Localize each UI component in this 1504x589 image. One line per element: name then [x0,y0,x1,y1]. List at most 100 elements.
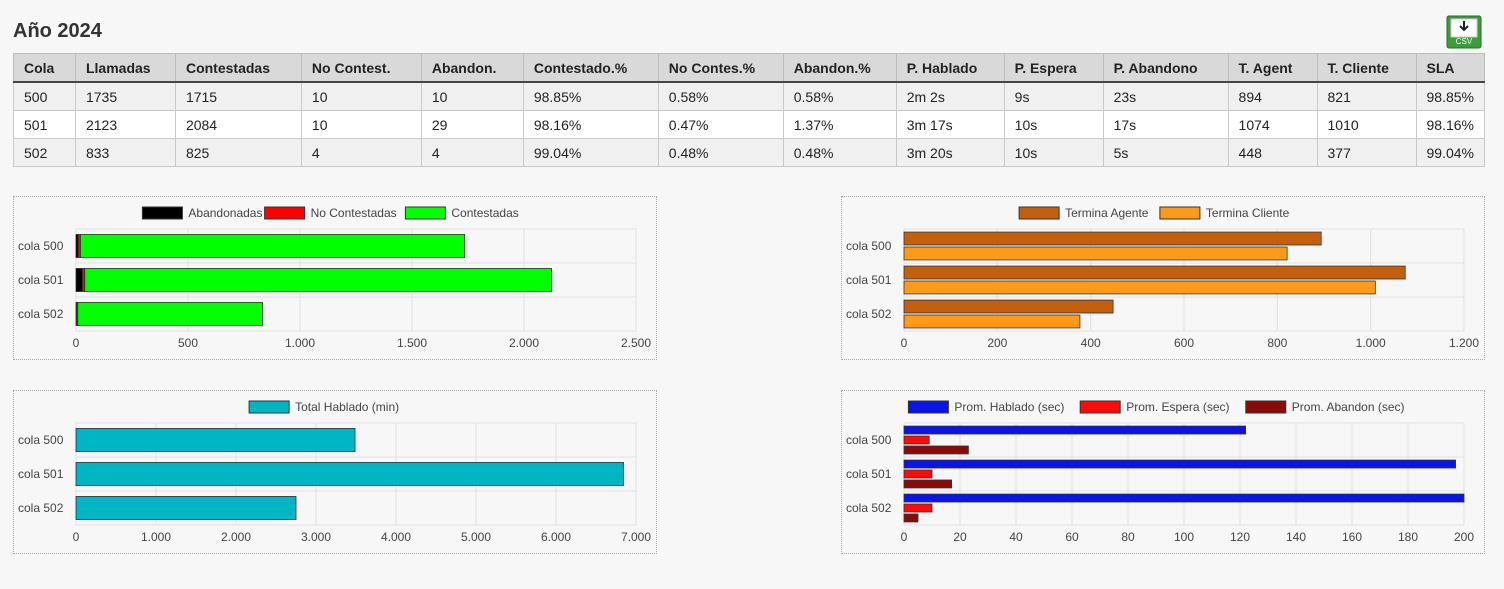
x-tick-label: 60 [1065,530,1079,544]
bar-contestadas[interactable] [84,268,552,292]
x-tick-label: 200 [987,336,1007,350]
legend-swatch [907,400,949,414]
bar-termina-agente[interactable] [903,231,1322,246]
bar-prom-espera-sec-[interactable] [903,503,933,513]
chart-legend: Termina Agente Termina Cliente [1018,206,1290,220]
x-tick-label: 1.000 [1356,336,1386,350]
bar-total-hablado-min-[interactable] [75,428,356,452]
x-tick-label: 4.000 [381,530,411,544]
x-tick-label: 180 [1398,530,1418,544]
bar-prom-abandon-sec-[interactable] [903,445,969,455]
averages-bar-chart: Prom. Hablado (sec) Prom. Espera (sec) Pro… [841,390,1485,554]
column-header: Contestado.% [522,53,659,83]
legend-swatch [248,400,290,414]
table-cell: 17s [1102,110,1229,139]
chart-legend: Total Hablado (min) [248,400,399,414]
table-cell: 833 [74,138,176,167]
y-category-label: cola 502 [18,307,64,321]
legend-swatch [264,206,306,220]
table-cell: 1715 [174,81,302,111]
table-cell: 99.04% [522,138,659,167]
bar-termina-cliente[interactable] [903,280,1376,295]
bar-contestadas[interactable] [80,234,466,258]
bar-contestadas[interactable] [77,302,263,326]
legend-label: Termina Cliente [1206,206,1290,220]
table-row: 502 833 825 4 4 99.04% 0.48% 0.48% 3m 20s 10s 5s 44… [13,138,1486,167]
column-header: P. Hablado [895,53,1005,83]
table-cell: 0.48% [657,138,784,167]
table-cell: 23s [1102,81,1229,111]
table-cell: 10 [300,110,422,139]
x-tick-label: 200 [1454,530,1474,544]
column-header: No Contes.% [657,53,784,83]
y-category-label: cola 500 [846,433,892,447]
x-tick-label: 7.000 [621,530,651,544]
bar-termina-agente[interactable] [903,299,1114,314]
bar-total-hablado-min-[interactable] [75,462,624,486]
bar-prom-abandon-sec-[interactable] [903,479,952,489]
x-tick-label: 2.500 [621,336,651,350]
legend-swatch [1079,400,1121,414]
table-cell: 377 [1316,138,1417,167]
x-tick-label: 0 [901,530,908,544]
table-cell: 0.47% [657,110,784,139]
table-cell: 501 [13,110,76,139]
legend-label: Prom. Hablado (sec) [954,400,1064,414]
legend-swatch [1159,206,1201,220]
bar-termina-cliente[interactable] [903,246,1288,261]
table-cell: 98.85% [522,81,659,111]
legend-label: Prom. Abandon (sec) [1292,400,1405,414]
table-cell: 98.85% [1415,81,1486,111]
legend-swatch [1018,206,1060,220]
legend-label: Abandonadas [188,206,262,220]
table-cell: 9s [1003,81,1104,111]
x-tick-label: 0 [901,336,908,350]
x-tick-label: 100 [1174,530,1194,544]
table-cell: 0.48% [782,138,897,167]
x-tick-label: 140 [1286,530,1306,544]
bar-prom-espera-sec-[interactable] [903,469,933,479]
bar-total-hablado-min-[interactable] [75,496,297,520]
bar-prom-hablado-sec-[interactable] [903,493,1465,503]
table-row: 501 2123 2084 10 29 98.16% 0.47% 1.37% 3m 17s 10s… [13,110,1486,139]
stats-table: Cola Llamadas Contestadas No Contest. Ab… [13,53,1486,167]
y-category-label: cola 502 [846,501,892,515]
x-tick-label: 0 [73,530,80,544]
page-title: Año 2024 [13,20,102,42]
table-cell: 1010 [1316,110,1417,139]
table-cell: 3m 20s [895,138,1005,167]
bar-prom-hablado-sec-[interactable] [903,459,1456,469]
bar-termina-agente[interactable] [903,265,1406,280]
termination-bar-chart: Termina Agente Termina Cliente 0 200 400 600 8… [841,196,1485,360]
chart-legend: Abandonadas No Contestadas Contestadas [141,206,519,220]
legend-label: Total Hablado (min) [295,400,399,414]
csv-label: CSV [1456,37,1473,46]
csv-download-button[interactable]: CSV [1446,15,1482,49]
table-cell: 5s [1102,138,1229,167]
bar-prom-espera-sec-[interactable] [903,435,930,445]
y-category-label: cola 501 [18,273,64,287]
table-cell: 4 [420,138,524,167]
csv-download-icon: CSV [1446,15,1482,49]
legend-swatch [404,206,446,220]
table-cell: 1074 [1227,110,1318,139]
table-cell: 825 [174,138,302,167]
column-header: T. Agent [1227,53,1318,83]
table-cell: 821 [1316,81,1417,111]
x-tick-label: 40 [1009,530,1023,544]
bar-prom-abandon-sec-[interactable] [903,513,919,523]
column-header: Abandon.% [782,53,897,83]
column-header: Llamadas [74,53,176,83]
y-category-label: cola 501 [846,273,892,287]
table-cell: 10s [1003,138,1104,167]
table-cell: 448 [1227,138,1318,167]
bar-termina-cliente[interactable] [903,314,1081,329]
bar-abandonadas[interactable] [75,268,83,292]
y-category-label: cola 500 [18,239,64,253]
table-cell: 4 [300,138,422,167]
y-category-label: cola 500 [846,239,892,253]
x-tick-label: 2.000 [221,530,251,544]
bar-prom-hablado-sec-[interactable] [903,425,1247,435]
y-category-label: cola 501 [846,467,892,481]
x-tick-label: 800 [1267,336,1287,350]
